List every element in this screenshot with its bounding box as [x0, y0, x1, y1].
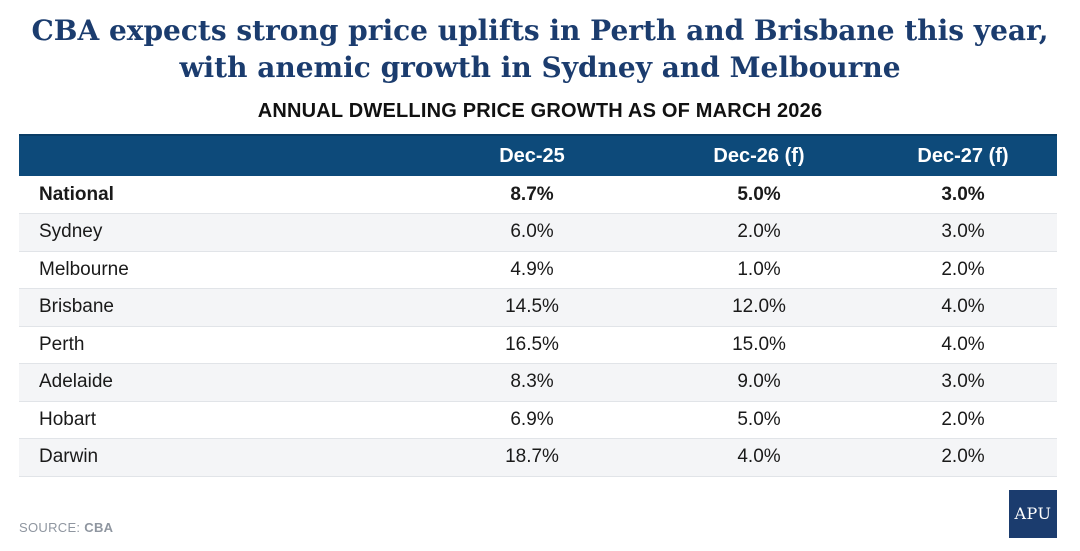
region-cell: Adelaide — [39, 371, 113, 393]
table-row: Hobart 6.9% 5.0% 2.0% — [19, 401, 1057, 439]
value-cell-dec-25: 8.7% — [510, 183, 554, 205]
value-cell-dec-27-forecast: 4.0% — [941, 296, 985, 318]
region-cell: Perth — [39, 333, 85, 355]
table-body: National 8.7% 5.0% 3.0% Sydney 6.0% 2.0% 3.0% Me… — [19, 176, 1057, 476]
table-row: Adelaide 8.3% 9.0% 3.0% — [19, 363, 1057, 401]
value-cell-dec-26-forecast: 9.0% — [737, 371, 781, 393]
value-cell-dec-25: 6.9% — [510, 408, 554, 430]
chart-subtitle: ANNUAL DWELLING PRICE GROWTH AS OF MARCH… — [257, 100, 823, 122]
source-label: SOURCE: — [19, 520, 81, 535]
value-cell-dec-26-forecast: 5.0% — [737, 183, 781, 205]
column-header-dec-27-forecast: Dec-27 (f) — [869, 134, 1057, 176]
table-row: National 8.7% 5.0% 3.0% — [19, 176, 1057, 214]
value-cell-dec-27-forecast: 2.0% — [941, 446, 985, 468]
table-row: Darwin 18.7% 4.0% 2.0% — [19, 438, 1057, 476]
region-cell: Brisbane — [39, 296, 114, 318]
value-cell-dec-26-forecast: 2.0% — [737, 221, 781, 243]
source-note: SOURCE: CBA — [19, 520, 113, 535]
growth-table: Dec-25 Dec-26 (f) Dec-27 (f) National 8.7… — [19, 134, 1057, 477]
value-cell-dec-26-forecast: 4.0% — [737, 446, 781, 468]
value-cell-dec-27-forecast: 2.0% — [941, 258, 985, 280]
table-row: Melbourne 4.9% 1.0% 2.0% — [19, 251, 1057, 289]
chart-title-line-1: CBA expects strong price uplifts in Pert… — [31, 14, 1049, 47]
value-cell-dec-26-forecast: 1.0% — [737, 258, 781, 280]
value-cell-dec-25: 6.0% — [510, 221, 554, 243]
chart-title: CBA expects strong price uplifts in Pert… — [0, 12, 1080, 86]
value-cell-dec-27-forecast: 3.0% — [941, 183, 985, 205]
value-cell-dec-26-forecast: 15.0% — [732, 333, 786, 355]
value-cell-dec-27-forecast: 3.0% — [941, 371, 985, 393]
value-cell-dec-25: 16.5% — [505, 333, 559, 355]
column-header-dec-25: Dec-25 — [415, 134, 649, 176]
value-cell-dec-27-forecast: 3.0% — [941, 221, 985, 243]
value-cell-dec-25: 14.5% — [505, 296, 559, 318]
value-cell-dec-25: 4.9% — [510, 258, 554, 280]
value-cell-dec-26-forecast: 5.0% — [737, 408, 781, 430]
region-cell: National — [39, 183, 114, 205]
value-cell-dec-25: 8.3% — [510, 371, 554, 393]
value-cell-dec-25: 18.7% — [505, 446, 559, 468]
table-row: Sydney 6.0% 2.0% 3.0% — [19, 213, 1057, 251]
source-name: CBA — [84, 520, 114, 535]
column-header-region — [19, 134, 415, 176]
value-cell-dec-26-forecast: 12.0% — [732, 296, 786, 318]
value-cell-dec-27-forecast: 2.0% — [941, 408, 985, 430]
column-header-dec-26-forecast: Dec-26 (f) — [649, 134, 869, 176]
table-row: Perth 16.5% 15.0% 4.0% — [19, 326, 1057, 364]
table-row: Brisbane 14.5% 12.0% 4.0% — [19, 288, 1057, 326]
table-header-row: Dec-25 Dec-26 (f) Dec-27 (f) — [19, 134, 1057, 176]
chart-title-line-2: with anemic growth in Sydney and Melbour… — [179, 51, 901, 84]
value-cell-dec-27-forecast: 4.0% — [941, 333, 985, 355]
apu-logo: APU — [1009, 490, 1057, 538]
region-cell: Melbourne — [39, 258, 129, 280]
region-cell: Darwin — [39, 446, 99, 468]
region-cell: Hobart — [39, 408, 97, 430]
region-cell: Sydney — [39, 221, 103, 243]
